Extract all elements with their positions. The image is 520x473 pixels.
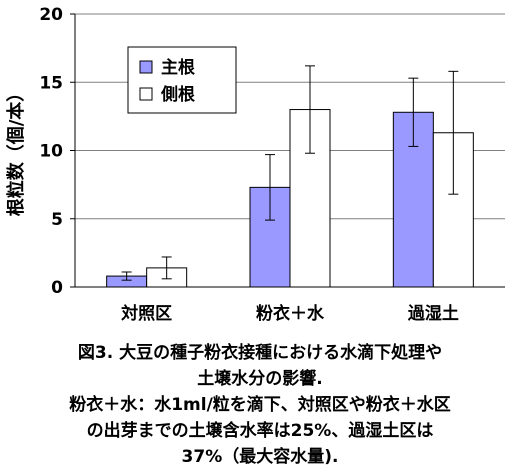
legend-swatch-series-2 xyxy=(139,87,153,101)
x-category-label: 対照区 xyxy=(120,303,172,324)
y-tick-label: 15 xyxy=(39,73,63,93)
legend-label-series-1: 主根 xyxy=(161,57,195,78)
y-tick-label: 10 xyxy=(39,142,63,162)
legend-label-series-2: 側根 xyxy=(160,84,195,105)
caption-line-4: の出芽までの土壌含水率は25%、過湿土区は xyxy=(86,421,434,441)
caption-line-2: 土壌水分の影響. xyxy=(197,369,323,389)
caption-line-1: 図3. 大豆の種子粉衣接種における水滴下処理や xyxy=(77,343,443,363)
y-tick-label: 5 xyxy=(51,210,63,230)
x-category-label: 粉衣＋水 xyxy=(256,303,325,324)
bars xyxy=(106,109,474,288)
y-tick-labels: 0 5 10 15 20 xyxy=(39,5,63,298)
figure-caption: 図3. 大豆の種子粉衣接種における水滴下処理や 土壌水分の影響. 粉衣＋水：水1… xyxy=(0,340,520,470)
x-category-label: 過湿土 xyxy=(408,303,459,324)
y-tick-label: 0 xyxy=(51,278,63,298)
caption-line-5: 37%（最大容水量). xyxy=(181,447,339,467)
root-nodule-chart: 0 5 10 15 20 対照区 粉衣＋水 過湿土 根粒数（個/本） 主根 側根 xyxy=(5,5,505,324)
caption-line-3: 粉衣＋水：水1ml/粒を滴下、対照区や粉衣＋水区 xyxy=(69,395,451,415)
x-category-labels: 対照区 粉衣＋水 過湿土 xyxy=(120,303,459,324)
error-bars xyxy=(121,65,459,281)
legend-swatch-series-1 xyxy=(139,60,153,74)
y-axis-label: 根粒数（個/本） xyxy=(5,84,27,217)
y-tick-label: 20 xyxy=(39,5,63,25)
legend: 主根 側根 xyxy=(127,46,237,114)
